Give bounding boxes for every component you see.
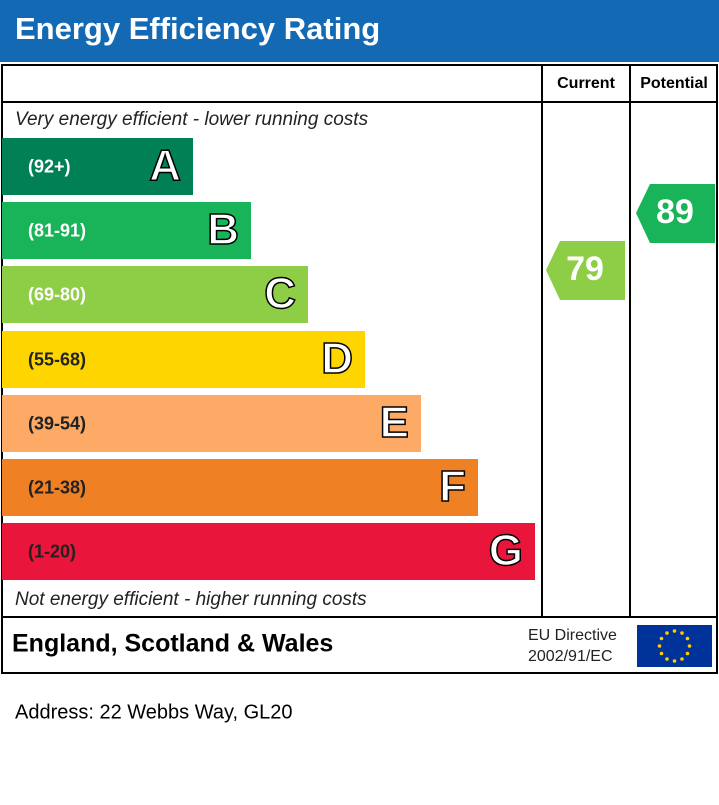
directive-1: EU Directive xyxy=(528,627,617,644)
directive-2: 2002/91/EC xyxy=(528,648,613,665)
band-letter: A xyxy=(149,141,181,190)
band-range: (1-20) xyxy=(28,541,76,561)
band-bar xyxy=(2,138,193,195)
eu-star xyxy=(672,659,677,663)
eu-star xyxy=(685,636,690,641)
eu-star xyxy=(685,651,690,656)
eu-star xyxy=(687,644,692,648)
potential-arrow xyxy=(636,184,715,243)
band-range: (21-38) xyxy=(28,477,86,497)
title: Energy Efficiency Rating xyxy=(15,11,380,46)
band-letter: B xyxy=(207,205,239,254)
band-range: (55-68) xyxy=(28,349,86,369)
current-value: 79 xyxy=(566,250,604,288)
band-range: (69-80) xyxy=(28,284,86,304)
address: Address: 22 Webbs Way, GL20 xyxy=(15,701,293,723)
eu-star xyxy=(680,657,684,661)
band-letter: F xyxy=(439,462,466,511)
band-bar xyxy=(2,395,421,452)
eu-star xyxy=(659,636,664,641)
band-letter: C xyxy=(264,269,296,318)
eu-star xyxy=(680,631,684,635)
band-bar xyxy=(2,331,365,388)
band-range: (81-91) xyxy=(28,220,86,240)
band-bar xyxy=(2,459,478,516)
region: England, Scotland & Wales xyxy=(12,630,333,658)
band-bar xyxy=(2,266,308,323)
potential-heading: Potential xyxy=(640,75,708,92)
band-letter: G xyxy=(489,526,523,575)
eu-star xyxy=(665,631,669,635)
band-bar xyxy=(2,202,251,259)
current-heading: Current xyxy=(557,75,615,92)
header-bar xyxy=(0,0,719,62)
band-bar xyxy=(2,523,535,580)
band-range: (39-54) xyxy=(28,413,86,433)
top-note: Very energy efficient - lower running co… xyxy=(15,109,369,130)
band-range: (92+) xyxy=(28,156,71,176)
bottom-note: Not energy efficient - higher running co… xyxy=(15,589,367,610)
potential-value: 89 xyxy=(656,193,694,231)
eu-star xyxy=(672,629,677,633)
band-letter: E xyxy=(380,398,409,447)
band-letter: D xyxy=(321,334,353,383)
eu-star xyxy=(659,651,664,656)
eu-star xyxy=(657,644,662,648)
current-arrow xyxy=(546,241,625,300)
eu-star xyxy=(665,657,669,661)
